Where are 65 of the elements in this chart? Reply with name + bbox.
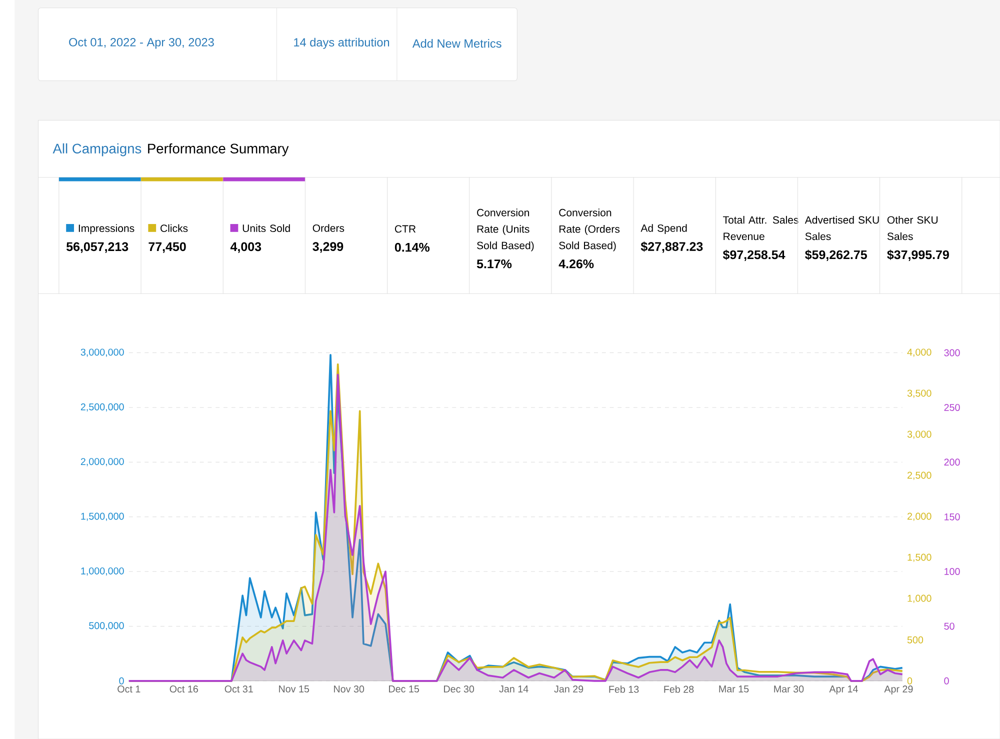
text: Oct 01, 2022 - Apr 30, 2023: [69, 38, 214, 49]
text: 14 days attribution: [294, 38, 390, 49]
y2-tick-label: 4,000: [907, 348, 932, 357]
text: Orders: [312, 224, 344, 232]
y3-tick-label: 300: [944, 349, 960, 356]
text: 4.26%: [558, 259, 594, 268]
y2-tick-label: 1,000: [908, 594, 932, 603]
x-tick-label: Oct 1: [118, 686, 140, 693]
x-tick-label: Apr 29: [884, 686, 913, 694]
y-tick-label: 3,000,000: [80, 348, 124, 357]
x-tick-label: Jan 29: [554, 686, 584, 693]
text: Add New Metrics: [412, 38, 502, 48]
legend-label: Impressions: [78, 224, 134, 234]
x-tick-label: Jan 14: [499, 686, 528, 692]
text: $97,258.54: [722, 250, 786, 261]
chart-title: All Campaigns: [52, 143, 142, 156]
y-tick-label: 2,500,000: [80, 403, 124, 412]
text: 3,299: [312, 242, 344, 253]
y-tick-label: 0: [119, 677, 124, 684]
text: $37,995.79: [887, 250, 949, 261]
text: $27,887.23: [640, 242, 703, 253]
y-tick-label: 500,000: [89, 622, 124, 630]
y2-tick-label: 2,500: [908, 472, 932, 480]
text: Conversion Rate (Units Sold Based): [477, 208, 534, 252]
text: CTR: [394, 225, 416, 233]
x-tick-label: Apr 14: [829, 686, 858, 694]
x-tick-label: Feb 13: [609, 686, 639, 693]
y-tick-label: 1,500,000: [81, 512, 124, 521]
y2-tick-label: 3,500: [907, 390, 932, 398]
text: 77,450: [148, 242, 186, 253]
chart-subtitle: Performance Summary: [148, 143, 289, 156]
x-tick-label: Mar 30: [774, 686, 804, 693]
y3-tick-label: 100: [944, 568, 960, 576]
x-tick-label: Oct 31: [224, 686, 253, 693]
text: Other SKU Sales: [887, 216, 938, 240]
text: Total Attr. Sales Revenue: [723, 216, 798, 240]
y3-tick-label: 250: [944, 404, 960, 411]
y2-tick-label: 1,500: [908, 554, 932, 562]
y-tick-label: 1,000,000: [81, 567, 124, 576]
y2-tick-label: 500: [907, 636, 924, 644]
x-tick-label: Dec 30: [444, 686, 474, 693]
y2-tick-label: 2,000: [908, 512, 932, 521]
text: Conversion Rate (Orders Sold Based): [559, 208, 620, 252]
text: 0.14%: [394, 242, 430, 252]
x-tick-label: Mar 15: [719, 686, 749, 692]
x-tick-label: Feb 28: [664, 686, 694, 693]
y2-tick-label: 0: [907, 677, 912, 684]
y3-tick-label: 0: [944, 677, 949, 684]
y3-tick-label: 150: [944, 513, 960, 520]
x-tick-label: Dec 15: [389, 686, 420, 692]
text: Advertised SKU Sales: [804, 216, 879, 240]
x-tick-label: Oct 16: [170, 686, 198, 693]
y-tick-label: 2,000,000: [80, 458, 124, 466]
text: 56,057,213: [66, 242, 128, 253]
y3-tick-label: 50: [944, 622, 954, 630]
text: 5.17%: [476, 259, 512, 268]
text: Ad Spend: [640, 224, 687, 234]
text: $59,262.75: [805, 250, 867, 261]
y3-tick-label: 200: [944, 458, 960, 466]
x-tick-label: Nov 15: [279, 686, 310, 692]
legend-label: Units Sold: [242, 224, 290, 232]
x-tick-label: Nov 30: [334, 686, 364, 693]
y2-tick-label: 3,000: [907, 430, 932, 439]
legend-label: Clicks: [160, 224, 188, 232]
text: 4,003: [230, 242, 262, 253]
